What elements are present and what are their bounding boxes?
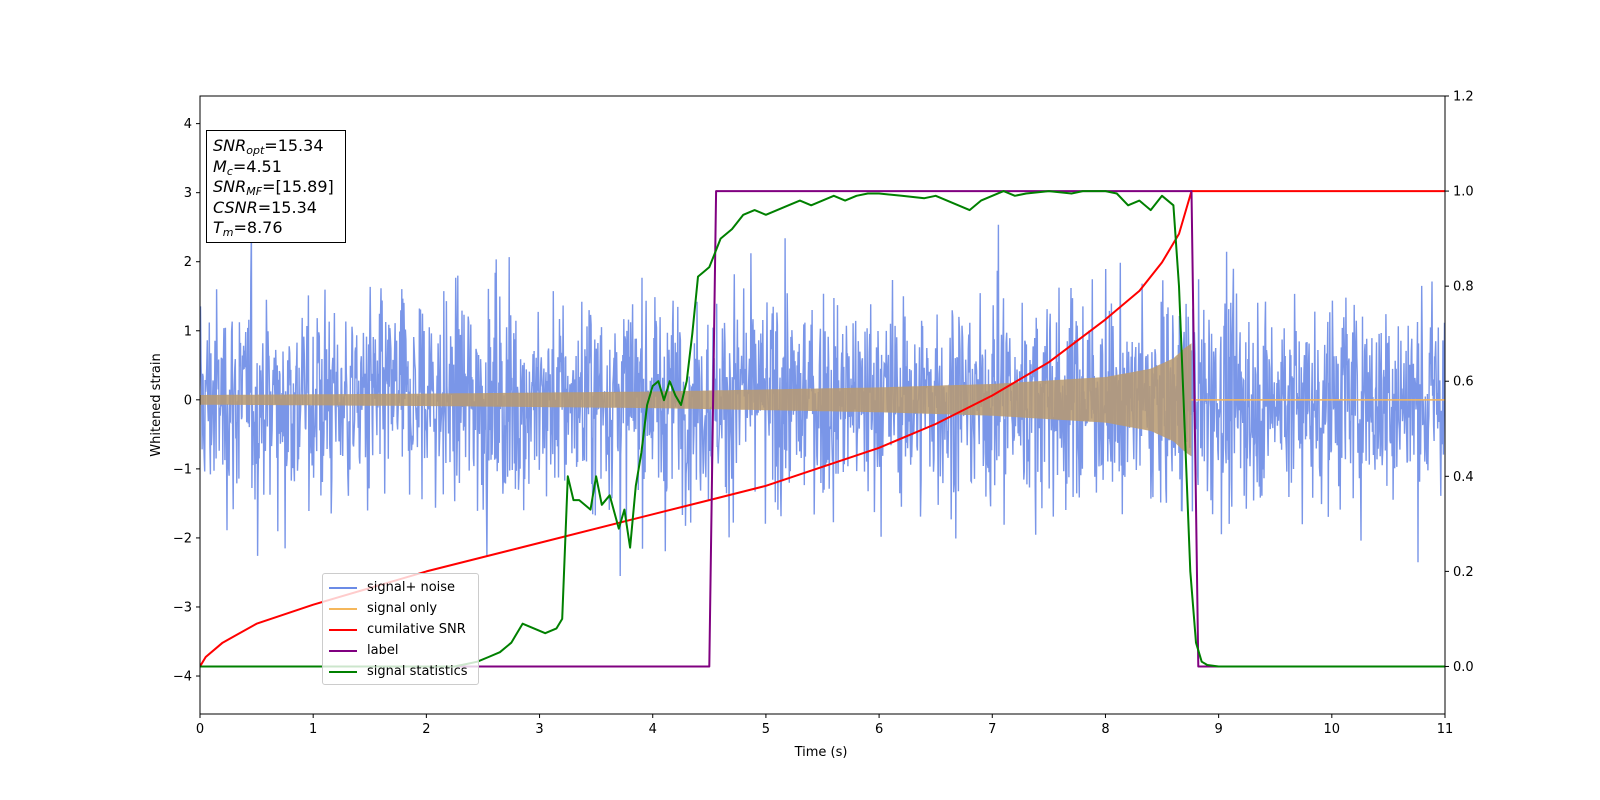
y-left-tick-label: 2 xyxy=(184,255,192,270)
y-left-tick-label: 1 xyxy=(184,324,192,339)
legend-label: signal statistics xyxy=(367,664,468,679)
stats-box: SNRopt=15.34 Mc=4.51 SNRMF=[15.89] CSNR=… xyxy=(206,130,346,243)
x-tick-label: 11 xyxy=(1437,722,1454,737)
y-left-tick-label: −2 xyxy=(173,531,192,546)
x-tick-label: 10 xyxy=(1324,722,1341,737)
legend-label: signal+ noise xyxy=(367,580,456,595)
x-tick-label: 5 xyxy=(762,722,770,737)
y-axis-label: Whitened strain xyxy=(149,353,164,456)
y-right-tick-label: 1.0 xyxy=(1453,185,1474,200)
x-axis: 0 1 2 3 4 5 6 7 8 9 10 11 xyxy=(196,714,1453,737)
x-axis-label: Time (s) xyxy=(794,745,848,760)
legend-swatch xyxy=(329,586,357,589)
y-right-tick-label: 0.2 xyxy=(1453,565,1474,580)
tm-value: =8.76 xyxy=(233,218,283,237)
y-right-tick-label: 0.0 xyxy=(1453,660,1474,675)
legend-label: cumilative SNR xyxy=(367,622,466,637)
legend-label: label xyxy=(367,643,399,658)
y-left-tick-label: −4 xyxy=(173,670,192,685)
y-right-tick-label: 0.8 xyxy=(1453,280,1474,295)
x-tick-label: 1 xyxy=(309,722,317,737)
mc-line: Mc=4.51 xyxy=(213,156,282,178)
snr-opt-line: SNRopt=15.34 xyxy=(213,136,324,157)
legend-swatch xyxy=(329,628,357,631)
y-axis-right: 0.0 0.2 0.4 0.6 0.8 1.0 1.2 xyxy=(1445,90,1474,675)
legend-swatch xyxy=(329,670,357,673)
y-left-tick-label: −1 xyxy=(173,462,192,477)
x-tick-label: 6 xyxy=(875,722,883,737)
y-axis-left: −4 −3 −2 −1 0 1 2 3 4 xyxy=(173,117,200,685)
x-tick-label: 9 xyxy=(1214,722,1222,737)
mc-value: =4.51 xyxy=(232,156,282,176)
y-left-tick-label: −3 xyxy=(173,600,192,615)
snr-opt-value: =15.34 xyxy=(264,136,324,155)
legend-swatch xyxy=(329,607,357,610)
x-tick-label: 4 xyxy=(649,722,657,737)
y-left-tick-label: 3 xyxy=(184,186,192,201)
x-tick-label: 8 xyxy=(1101,722,1109,737)
legend-item-label: label xyxy=(329,640,472,661)
csnr-value: =15.34 xyxy=(257,197,317,217)
snr-mf-line: SNRMF=[15.89] xyxy=(213,177,334,198)
legend-item-signal-statistics: signal statistics xyxy=(329,661,472,682)
y-right-tick-label: 1.2 xyxy=(1453,90,1474,105)
legend-label: signal only xyxy=(367,601,438,616)
y-left-tick-label: 0 xyxy=(184,393,192,408)
x-tick-label: 7 xyxy=(988,722,996,737)
legend-item-signal-only: signal only xyxy=(329,598,472,619)
legend-item-cumulative-snr: cumilative SNR xyxy=(329,619,472,640)
y-right-tick-label: 0.6 xyxy=(1453,375,1474,390)
legend-item-signal-noise: signal+ noise xyxy=(329,577,472,598)
x-tick-label: 2 xyxy=(422,722,430,737)
y-right-tick-label: 0.4 xyxy=(1453,470,1474,485)
plot-area xyxy=(200,190,1445,668)
legend-swatch xyxy=(329,649,357,652)
signal-only-envelope xyxy=(200,343,1192,457)
cumulative-snr-series xyxy=(200,190,1445,668)
y-left-tick-label: 4 xyxy=(184,117,192,132)
x-tick-label: 3 xyxy=(535,722,543,737)
tm-line: Tm=8.76 xyxy=(213,218,283,239)
x-tick-label: 0 xyxy=(196,722,204,737)
snr-mf-value: =[15.89] xyxy=(262,177,334,196)
legend: signal+ noise signal only cumilative SNR… xyxy=(322,573,479,685)
csnr-line: CSNR=15.34 xyxy=(213,197,317,217)
signal-statistics-series xyxy=(200,190,1445,668)
plot-frame xyxy=(199,95,1446,715)
